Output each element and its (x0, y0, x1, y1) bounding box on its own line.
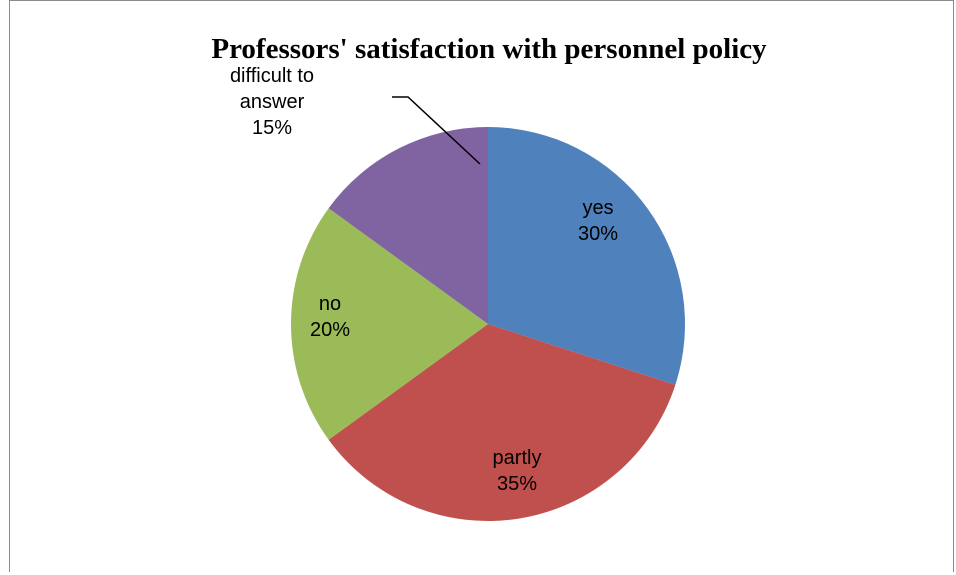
chart-title: Professors' satisfaction with personnel … (211, 33, 767, 65)
slice-label-difficult-to-answer: difficult to answer 15% (230, 65, 314, 139)
pie-slices (291, 126, 686, 521)
slice-label-no: no 20% (310, 293, 350, 341)
pie-slice-difficult-to-answer (328, 126, 488, 324)
pie-slice-no (291, 208, 488, 440)
slice-label-partly: partly 35% (493, 447, 542, 495)
leader-line (392, 96, 481, 165)
pie-slice-partly (328, 324, 676, 521)
slice-label-yes: yes 30% (578, 197, 618, 245)
pie-slice-yes (488, 127, 686, 385)
pie-labels: yes 30% partly 35% no 20% difficult to answer 15… (230, 65, 618, 495)
